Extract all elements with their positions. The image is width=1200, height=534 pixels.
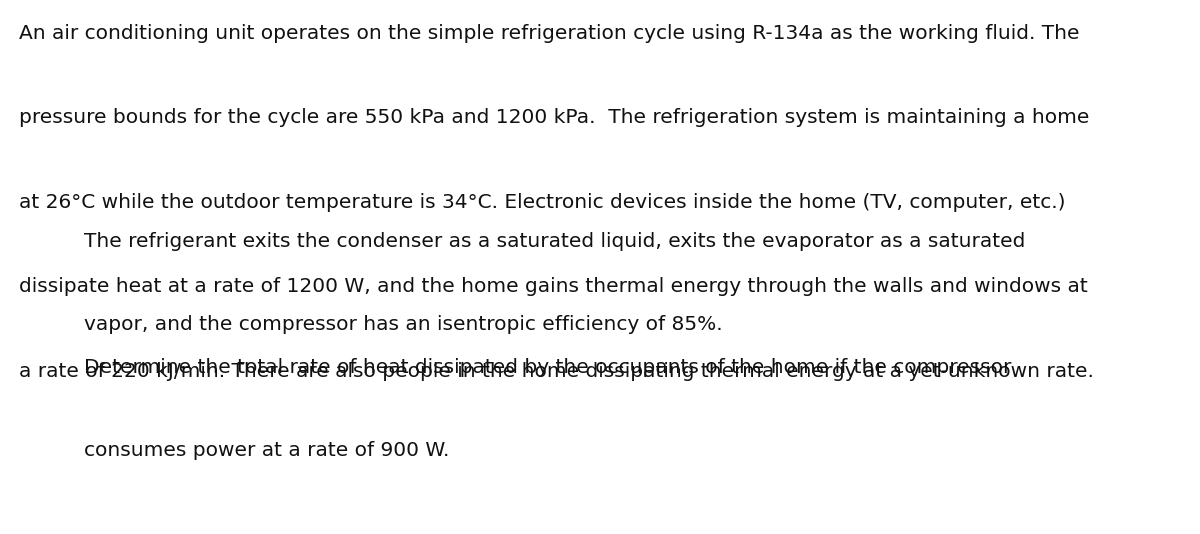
Text: consumes power at a rate of 900 W.: consumes power at a rate of 900 W. — [84, 441, 449, 460]
Text: vapor, and the compressor has an isentropic efficiency of 85%.: vapor, and the compressor has an isentro… — [84, 315, 722, 334]
Text: Determine the total rate of heat dissipated by the occupants of the home if the : Determine the total rate of heat dissipa… — [84, 358, 1012, 377]
Text: a rate of 220 kJ/min. There are also people in the home dissipating thermal ener: a rate of 220 kJ/min. There are also peo… — [19, 362, 1094, 381]
Text: The refrigerant exits the condenser as a saturated liquid, exits the evaporator : The refrigerant exits the condenser as a… — [84, 232, 1025, 252]
Text: at 26°C while the outdoor temperature is 34°C. Electronic devices inside the hom: at 26°C while the outdoor temperature is… — [19, 193, 1066, 212]
Text: pressure bounds for the cycle are 550 kPa and 1200 kPa.  The refrigeration syste: pressure bounds for the cycle are 550 kP… — [19, 108, 1090, 128]
Text: dissipate heat at a rate of 1200 W, and the home gains thermal energy through th: dissipate heat at a rate of 1200 W, and … — [19, 277, 1088, 296]
Text: An air conditioning unit operates on the simple refrigeration cycle using R-134a: An air conditioning unit operates on the… — [19, 24, 1080, 43]
